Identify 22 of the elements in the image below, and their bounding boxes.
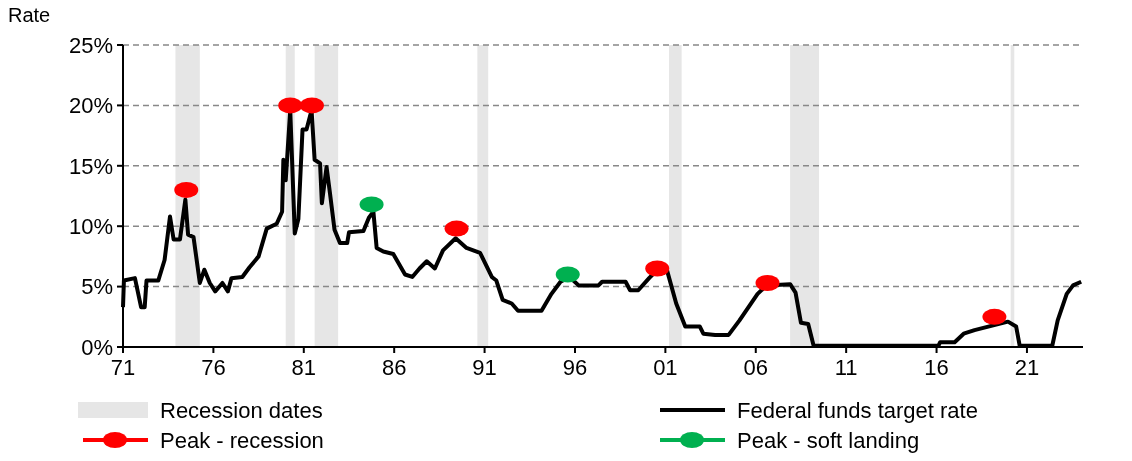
y-tick-label: 10% bbox=[68, 213, 113, 239]
y-tick-label: 0% bbox=[81, 334, 113, 360]
y-tick-label: 5% bbox=[81, 274, 113, 300]
x-tick-label: 86 bbox=[381, 355, 407, 380]
y-tick-label: 20% bbox=[68, 93, 113, 119]
legend-label: Recession dates bbox=[160, 397, 323, 423]
x-tick-label: 81 bbox=[291, 355, 317, 380]
legend-label: Federal funds target rate bbox=[737, 397, 978, 423]
x-tick-label: 76 bbox=[201, 355, 226, 380]
x-tick-label: 16 bbox=[924, 355, 949, 380]
y-axis-title: Rate bbox=[8, 4, 51, 26]
x-tick-label: 01 bbox=[653, 355, 678, 380]
y-tick-label: 25% bbox=[68, 32, 113, 58]
x-tick-label: 71 bbox=[110, 355, 136, 380]
x-tick-label: 96 bbox=[562, 355, 588, 380]
y-tick-label: 15% bbox=[68, 153, 113, 179]
x-tick-label: 91 bbox=[472, 355, 497, 380]
x-tick-label: 21 bbox=[1014, 355, 1040, 380]
legend-label: Peak - recession bbox=[160, 427, 324, 453]
legend-label: Peak - soft landing bbox=[737, 427, 920, 453]
x-tick-label: 06 bbox=[743, 355, 769, 380]
x-tick-label: 11 bbox=[834, 355, 858, 380]
